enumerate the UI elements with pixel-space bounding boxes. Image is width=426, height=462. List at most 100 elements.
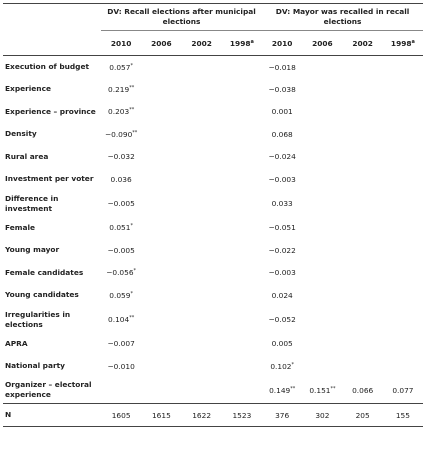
cell [222,217,262,240]
table-row: Rural area −0.032 −0.024 [3,146,423,169]
cell: 205 [342,403,383,427]
cell [222,101,262,124]
cell [222,239,262,262]
coefficient: −0.024 [268,152,296,162]
cell [383,284,423,307]
cell [141,56,181,79]
cell: 376 [262,403,303,427]
coefficient: 0.066 [352,385,374,395]
cell: 0.051* [101,217,141,240]
cell [302,191,342,217]
cell: 0.024 [262,284,302,307]
cell [302,355,342,378]
cell [141,284,181,307]
group-header-row: DV: Recall elections after municipal ele… [3,3,424,31]
cell [182,191,222,217]
footnote-mark: a [250,38,254,45]
cell: −0.056* [101,262,141,285]
cell [182,355,222,378]
row-label: APRA [5,338,28,348]
coefficient: 0.203 [108,107,130,117]
year: 2010 [110,38,132,48]
footnote-mark: a [411,38,415,45]
year-header: 2002 [342,30,383,56]
cell [383,217,423,240]
cell: 302 [302,403,343,427]
cell [222,262,262,285]
cell: −0.022 [262,239,302,262]
cell: −0.003 [262,168,302,191]
cell [343,168,383,191]
coefficient: 0.077 [392,385,414,395]
table-row: Experience – province 0.203** 0.001 [3,101,423,124]
cell [383,191,423,217]
cell [141,146,181,169]
cell: −0.005 [101,239,141,262]
coefficient: 0.068 [271,129,293,139]
significance: ** [330,385,336,392]
coefficient: 0.102 [270,361,292,371]
results-table: DV: Recall elections after municipal ele… [3,3,424,427]
cell [383,307,423,333]
group-header: DV: Recall elections after municipal ele… [101,3,263,31]
year-header: 2010 [262,30,303,56]
significance: * [130,62,133,69]
cell: −0.003 [262,262,302,285]
coefficient: −0.051 [268,223,296,233]
row-label: Difference in investment [5,193,59,213]
coefficient: −0.022 [268,245,296,255]
coefficient: −0.018 [268,62,296,72]
cell [343,146,383,169]
coefficient: 0.057 [109,62,131,72]
cell: 0.057* [101,56,141,79]
cell: 0.102* [262,355,302,378]
coefficient: −0.038 [268,84,296,94]
table-row: Organizer – electoral experience 0.149** 0… [3,378,423,404]
cell [343,307,383,333]
coefficient: 0.051 [109,223,131,233]
row-label: Female candidates [5,267,84,277]
coefficient: 0.036 [110,174,132,184]
coefficient: −0.005 [107,245,135,255]
row-label: Density [5,129,37,139]
coefficient: 0.104 [108,315,130,324]
cell [222,333,262,356]
cell: −0.052 [262,307,302,333]
cell [182,56,222,79]
cell [302,146,342,169]
cell [182,217,222,240]
cell [302,78,342,101]
cell: −0.010 [101,355,141,378]
cell [302,217,342,240]
year-header: 2006 [302,30,343,56]
row-label: Female [5,222,35,232]
cell: 0.203** [101,101,141,124]
row-label: Irregularities in elections [5,309,71,329]
cell [343,284,383,307]
cell: −0.032 [101,146,141,169]
table-row: APRA −0.007 0.005 [3,333,423,356]
cell: 0.151** [302,378,342,404]
coefficient: −0.052 [268,315,296,324]
cell: −0.007 [101,333,141,356]
cell [383,123,423,146]
year: 2002 [191,38,212,48]
coefficient: 155 [395,410,410,420]
page: {"table": { "groups": ["DV: Recall elect… [0,3,426,462]
coefficient: 0.005 [271,339,293,349]
year: 1998 [229,38,251,48]
row-label: Rural area [5,151,49,161]
significance: * [130,290,133,297]
cell [222,56,262,79]
cell: 155 [382,403,424,427]
coefficient: 0.151 [309,385,331,395]
cell [383,168,423,191]
cell [343,333,383,356]
cell [182,78,222,101]
cell: −0.005 [101,191,141,217]
cell [182,123,222,146]
coefficient: 0.001 [271,107,293,117]
significance: ** [129,315,135,321]
year: 1998 [390,38,412,48]
cell: 0.005 [262,333,302,356]
